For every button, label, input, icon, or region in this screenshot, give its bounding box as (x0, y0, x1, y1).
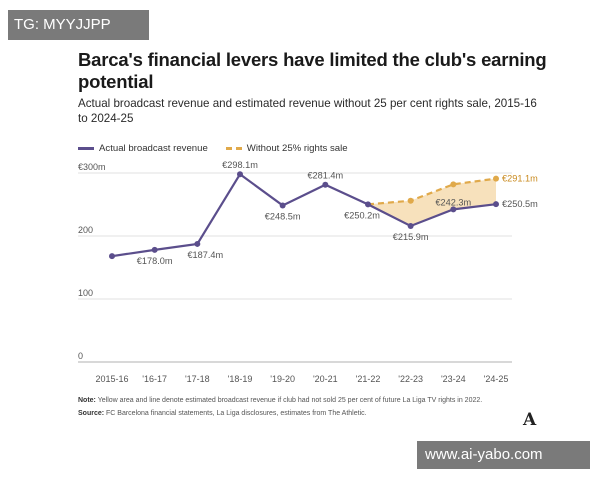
data-point-estimated (450, 181, 457, 188)
y-tick-label: 100 (78, 288, 93, 298)
chart-title: Barca's financial levers have limited th… (78, 49, 547, 92)
legend-label-actual: Actual broadcast revenue (99, 142, 208, 154)
x-tick-label: 2015-16 (95, 374, 128, 384)
data-label-actual: €242.3m (435, 197, 471, 207)
series-line-actual (111, 172, 497, 258)
data-point-actual (450, 206, 457, 213)
y-tick-label: €300m (78, 162, 106, 172)
data-label-actual: €281.4m (307, 171, 343, 181)
legend-label-estimated: Without 25% rights sale (246, 142, 348, 154)
series-line-estimated (367, 177, 497, 206)
x-tick-label: '23-24 (441, 374, 466, 384)
data-label-actual: €178.0m (137, 256, 173, 266)
note-text: Yellow area and line denote estimated br… (97, 397, 483, 404)
x-tick-label: '17-18 (185, 374, 210, 384)
source-text: FC Barcelona financial statements, La Li… (106, 410, 367, 417)
source-label: Source: (78, 410, 105, 417)
source: Source: FC Barcelona financial statement… (78, 409, 518, 418)
chart-legend: Actual broadcast revenue Without 25% rig… (78, 141, 366, 155)
legend-swatch-actual (78, 146, 94, 150)
the-athletic-logo: A (523, 410, 537, 430)
watermark-top: TG: MYYJJPP (8, 10, 149, 40)
watermark-bottom: www.ai-yabo.com (417, 441, 590, 469)
x-tick-label: '22-23 (398, 374, 423, 384)
data-point-actual (365, 201, 371, 208)
data-point-actual (151, 246, 158, 253)
data-label-actual: €298.1m (222, 160, 258, 170)
data-point-actual (194, 240, 201, 247)
legend-item-estimated: Without 25% rights sale (225, 142, 348, 154)
legend-swatch-estimated (225, 146, 242, 150)
y-tick-label: 200 (78, 225, 93, 235)
x-tick-label: '24-25 (484, 374, 509, 384)
data-point-actual (493, 201, 499, 208)
data-label-actual: €187.4m (187, 250, 223, 260)
data-point-actual (407, 222, 414, 229)
data-label-actual: €250.5m (502, 199, 538, 209)
x-tick-label: '18-19 (228, 374, 253, 384)
data-point-actual (279, 202, 286, 209)
data-point-actual (237, 171, 243, 178)
estimated-gap-area (368, 178, 496, 226)
data-point-estimated (493, 175, 499, 182)
chart-subtitle: Actual broadcast revenue and estimated r… (78, 97, 537, 125)
data-label-actual: €248.5m (265, 211, 301, 221)
legend-item-actual: Actual broadcast revenue (78, 143, 208, 154)
x-tick-label: '19-20 (270, 374, 295, 384)
y-tick-label: 0 (78, 351, 83, 361)
x-tick-label: '20-21 (313, 374, 338, 384)
x-tick-label: '21-22 (356, 374, 381, 384)
data-point-estimated (407, 197, 414, 204)
data-label-estimated: €291.1m (502, 174, 538, 184)
note: Note: Yellow area and line denote estima… (78, 396, 518, 405)
chart-notes: Note: Yellow area and line denote estima… (78, 396, 518, 418)
data-label-actual: €215.9m (393, 232, 429, 242)
data-point-actual (109, 253, 115, 260)
note-label: Note: (78, 397, 96, 404)
x-tick-label: '16-17 (142, 374, 167, 384)
data-point-actual (322, 181, 329, 188)
data-label-actual: €250.2m (344, 210, 380, 220)
